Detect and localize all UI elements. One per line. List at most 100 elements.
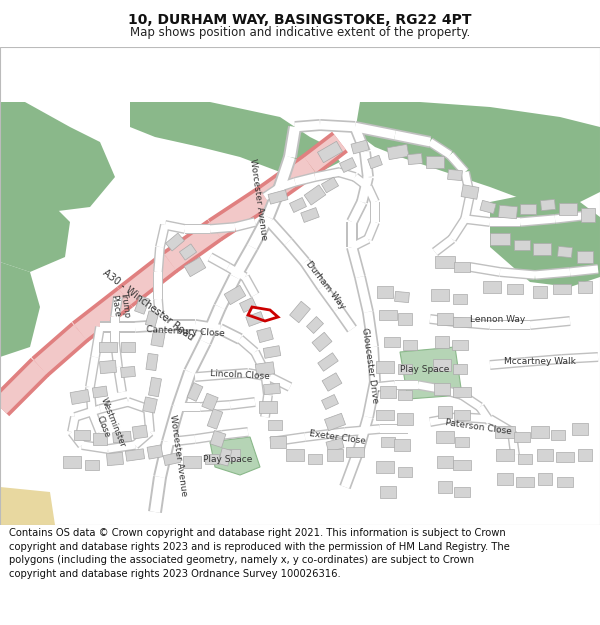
- Polygon shape: [433, 359, 451, 371]
- Polygon shape: [490, 218, 520, 226]
- Polygon shape: [154, 299, 164, 325]
- Polygon shape: [165, 319, 195, 331]
- Polygon shape: [347, 222, 356, 247]
- Polygon shape: [154, 272, 161, 299]
- Polygon shape: [70, 389, 90, 404]
- Polygon shape: [554, 210, 590, 224]
- Polygon shape: [458, 412, 490, 424]
- Polygon shape: [322, 394, 338, 409]
- Polygon shape: [364, 220, 380, 241]
- Polygon shape: [185, 226, 210, 232]
- Polygon shape: [322, 177, 338, 193]
- Polygon shape: [384, 337, 400, 347]
- Polygon shape: [121, 342, 135, 352]
- Polygon shape: [333, 306, 357, 332]
- Text: Westminster
Close: Westminster Close: [89, 397, 127, 453]
- Polygon shape: [270, 436, 286, 448]
- Polygon shape: [495, 426, 515, 438]
- Polygon shape: [307, 316, 323, 334]
- Polygon shape: [224, 285, 246, 305]
- Polygon shape: [432, 235, 455, 256]
- Polygon shape: [167, 434, 196, 447]
- Polygon shape: [285, 239, 308, 265]
- Polygon shape: [200, 401, 230, 411]
- Polygon shape: [74, 289, 131, 339]
- Polygon shape: [454, 262, 470, 272]
- Polygon shape: [218, 448, 232, 466]
- Polygon shape: [164, 220, 186, 234]
- Polygon shape: [81, 440, 109, 454]
- Polygon shape: [295, 121, 320, 131]
- Polygon shape: [295, 119, 320, 133]
- Polygon shape: [430, 414, 458, 426]
- Text: Lincoln Close: Lincoln Close: [210, 369, 270, 381]
- Polygon shape: [85, 387, 97, 412]
- Polygon shape: [175, 403, 200, 411]
- Polygon shape: [163, 406, 183, 443]
- Polygon shape: [89, 411, 103, 433]
- Polygon shape: [352, 416, 374, 454]
- Polygon shape: [358, 176, 372, 203]
- Polygon shape: [499, 205, 517, 219]
- Polygon shape: [208, 253, 230, 271]
- Polygon shape: [34, 325, 86, 374]
- Text: Lennon Way: Lennon Way: [470, 314, 526, 324]
- Polygon shape: [134, 296, 149, 314]
- Polygon shape: [268, 420, 282, 430]
- Polygon shape: [242, 275, 258, 297]
- Polygon shape: [352, 173, 371, 191]
- Polygon shape: [0, 357, 49, 416]
- Polygon shape: [163, 452, 181, 466]
- Polygon shape: [460, 392, 482, 410]
- Polygon shape: [448, 152, 467, 174]
- Text: A30 - Winchester Road: A30 - Winchester Road: [101, 268, 196, 342]
- Polygon shape: [530, 318, 571, 329]
- Polygon shape: [0, 102, 115, 212]
- Polygon shape: [400, 347, 462, 399]
- Polygon shape: [304, 134, 346, 172]
- Polygon shape: [427, 138, 453, 159]
- Polygon shape: [260, 371, 273, 396]
- Polygon shape: [525, 356, 562, 366]
- Polygon shape: [395, 380, 418, 390]
- Polygon shape: [538, 473, 552, 485]
- Polygon shape: [394, 129, 431, 148]
- Polygon shape: [0, 487, 55, 525]
- Polygon shape: [371, 202, 379, 222]
- Polygon shape: [150, 476, 165, 512]
- Polygon shape: [464, 214, 491, 227]
- Polygon shape: [164, 221, 186, 232]
- Polygon shape: [90, 326, 105, 358]
- Polygon shape: [346, 222, 358, 247]
- Polygon shape: [426, 156, 444, 168]
- Polygon shape: [125, 449, 145, 461]
- Polygon shape: [353, 174, 370, 190]
- Polygon shape: [455, 437, 469, 447]
- Polygon shape: [490, 321, 530, 329]
- Polygon shape: [268, 372, 292, 391]
- Polygon shape: [461, 185, 479, 199]
- Polygon shape: [531, 426, 549, 438]
- Polygon shape: [92, 386, 107, 398]
- Polygon shape: [350, 236, 370, 250]
- Polygon shape: [195, 371, 220, 381]
- Polygon shape: [63, 456, 81, 468]
- Polygon shape: [68, 416, 79, 432]
- Polygon shape: [262, 184, 286, 219]
- Polygon shape: [100, 322, 135, 331]
- Polygon shape: [229, 397, 256, 410]
- Polygon shape: [438, 481, 452, 493]
- Polygon shape: [398, 313, 412, 325]
- Polygon shape: [556, 452, 574, 462]
- Polygon shape: [74, 406, 101, 421]
- Polygon shape: [344, 426, 380, 436]
- Polygon shape: [110, 341, 123, 367]
- Polygon shape: [448, 216, 469, 242]
- Polygon shape: [380, 424, 408, 434]
- Polygon shape: [490, 233, 510, 245]
- Polygon shape: [407, 153, 422, 164]
- Polygon shape: [337, 168, 356, 182]
- Polygon shape: [147, 445, 163, 459]
- Polygon shape: [91, 326, 104, 357]
- Text: Canterbury Close: Canterbury Close: [146, 326, 224, 339]
